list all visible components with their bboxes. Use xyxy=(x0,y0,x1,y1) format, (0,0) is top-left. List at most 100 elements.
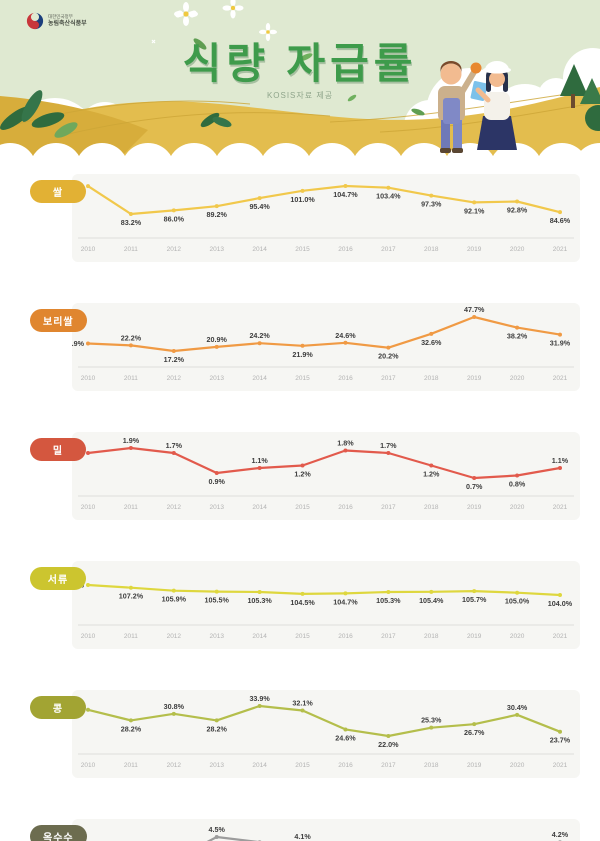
gov-logo-line1: 대한민국정부 xyxy=(48,13,73,19)
line-chart-wheat: 2010 2011 2012 2013 2014 2015 2016 2017 2018 2019… xyxy=(72,436,574,511)
data-label: 20.2% xyxy=(378,352,399,361)
data-label: 83.2% xyxy=(121,218,142,227)
data-label: 38.2% xyxy=(507,332,528,341)
page-subtitle: KOSIS자료 제공 xyxy=(266,91,334,100)
data-label: 1.1% xyxy=(251,456,268,465)
x-tick-label: 2020 xyxy=(510,504,525,511)
x-tick-label: 2020 xyxy=(510,375,525,382)
data-label: 17.2% xyxy=(164,355,185,364)
x-tick-label: 2011 xyxy=(124,762,138,769)
data-label: 86.0% xyxy=(164,214,185,223)
farmer-figure xyxy=(438,61,482,153)
x-tick-label: 2015 xyxy=(295,633,310,640)
data-label: 21.9% xyxy=(292,350,313,359)
x-tick-label: 2012 xyxy=(167,375,182,382)
chart-section-wheat: 밀 2010 2011 2012 2013 2014 2015 2016 2017 2018 201… xyxy=(0,432,600,545)
data-label: 4.1% xyxy=(294,832,311,841)
data-label: 92.8% xyxy=(507,205,528,214)
data-label: 24.6% xyxy=(335,331,356,340)
charts-container: 쌀 2010 2011 2012 2013 2014 2015 2016 2017 2018 201… xyxy=(0,174,600,841)
x-tick-label: 2017 xyxy=(381,762,396,769)
x-tick-label: 2015 xyxy=(295,504,310,511)
x-tick-label: 2017 xyxy=(381,375,396,382)
chart-badge-rice: 쌀 xyxy=(30,180,86,203)
line-chart-tubers: 2010 2011 2012 2013 2014 2015 2016 2017 2018 2019… xyxy=(72,581,574,640)
x-tick-label: 2010 xyxy=(81,246,96,253)
data-label: 89.2% xyxy=(207,210,228,219)
x-tick-label: 2017 xyxy=(381,504,396,511)
x-tick-label: 2012 xyxy=(167,633,182,640)
x-tick-label: 2013 xyxy=(209,633,224,640)
x-tick-label: 2018 xyxy=(424,246,439,253)
data-label: 1.9% xyxy=(123,436,140,445)
x-tick-label: 2015 xyxy=(295,762,310,769)
x-tick-label: 2016 xyxy=(338,633,353,640)
data-label: 0.9% xyxy=(209,477,226,486)
chart-badge-barley: 보리쌀 xyxy=(30,309,87,332)
data-label: 30.8% xyxy=(164,702,185,711)
data-label: 105.7% xyxy=(462,595,487,604)
page-title: 식량 자급률 xyxy=(182,40,418,87)
x-tick-label: 2012 xyxy=(167,762,182,769)
trees xyxy=(560,64,600,131)
gov-emblem-icon xyxy=(26,12,44,30)
x-tick-label: 2020 xyxy=(510,246,525,253)
data-label: 1.2% xyxy=(294,470,311,479)
x-tick-label: 2021 xyxy=(553,504,568,511)
data-label: 97.3% xyxy=(421,200,442,209)
x-tick-label: 2015 xyxy=(295,246,310,253)
data-label: 4.5% xyxy=(209,825,226,834)
data-label: 104.7% xyxy=(333,597,358,606)
data-label: 32.1% xyxy=(292,699,313,708)
header-banner: 대한민국정부 농림축산식품부 식량 자급률 KOSIS자료 제공 xyxy=(0,0,600,158)
chart-plot-rice: 2010 2011 2012 2013 2014 2015 2016 2017 2018 2019… xyxy=(72,174,580,262)
data-label: 0.8% xyxy=(509,480,526,489)
falling-leaves xyxy=(193,38,425,116)
x-tick-label: 2011 xyxy=(124,375,138,382)
x-tick-label: 2012 xyxy=(167,504,182,511)
chart-section-tubers: 서류 2010 2011 2012 2013 2014 2015 2016 2017 2018 20… xyxy=(0,561,600,674)
data-label: 4.2% xyxy=(552,830,569,839)
chart-section-corn: 옥수수 2010201120122013201420152016201720182… xyxy=(0,819,600,841)
data-label: 33.9% xyxy=(249,694,270,703)
data-label: 1.1% xyxy=(552,456,569,465)
data-label: 92.1% xyxy=(464,206,485,215)
x-tick-label: 2011 xyxy=(124,633,138,640)
x-tick-label: 2015 xyxy=(295,375,310,382)
line-chart-corn: 2010201120122013201420152016201720182019… xyxy=(206,825,569,841)
data-label: 0.7% xyxy=(466,482,483,491)
chart-plot-barley: 2010 2011 2012 2013 2014 2015 2016 2017 2018 2019… xyxy=(72,303,580,391)
line-chart-soybean: 2010 2011 2012 2013 2014 2015 2016 2017 2018 2019… xyxy=(72,694,574,769)
data-label: 104.5% xyxy=(290,598,315,607)
people-illustration xyxy=(438,61,517,153)
data-label: 24.6% xyxy=(335,733,356,742)
x-tick-label: 2014 xyxy=(252,246,267,253)
x-tick-label: 2011 xyxy=(124,504,138,511)
data-label: 105.3% xyxy=(247,596,272,605)
x-tick-label: 2013 xyxy=(209,375,224,382)
x-tick-label: 2016 xyxy=(338,375,353,382)
data-label: 47.7% xyxy=(464,305,485,314)
data-label: 23.7% xyxy=(550,736,571,745)
chart-plot-tubers: 2010 2011 2012 2013 2014 2015 2016 2017 2018 2019… xyxy=(72,561,580,649)
data-label: 1.7% xyxy=(166,441,183,450)
x-tick-label: 2019 xyxy=(467,246,482,253)
chart-plot-soybean: 2010 2011 2012 2013 2014 2015 2016 2017 2018 2019… xyxy=(72,690,580,778)
chart-section-rice: 쌀 2010 2011 2012 2013 2014 2015 2016 2017 2018 201… xyxy=(0,174,600,287)
x-tick-label: 2020 xyxy=(510,762,525,769)
data-label: 101.0% xyxy=(290,195,315,204)
data-label: 105.9% xyxy=(162,595,187,604)
data-label: 22.2% xyxy=(121,333,142,342)
data-label: 105.3% xyxy=(376,596,401,605)
x-tick-label: 2016 xyxy=(338,762,353,769)
x-tick-label: 2014 xyxy=(252,504,267,511)
data-label: 105.4% xyxy=(419,596,444,605)
data-label: 1.8% xyxy=(337,439,354,448)
x-tick-label: 2021 xyxy=(553,762,568,769)
data-label: 3.7% xyxy=(337,839,354,841)
chart-badge-soybean: 콩 xyxy=(30,696,86,719)
x-tick-label: 2018 xyxy=(424,762,439,769)
data-label: 30.4% xyxy=(507,703,528,712)
x-tick-label: 2013 xyxy=(209,246,224,253)
